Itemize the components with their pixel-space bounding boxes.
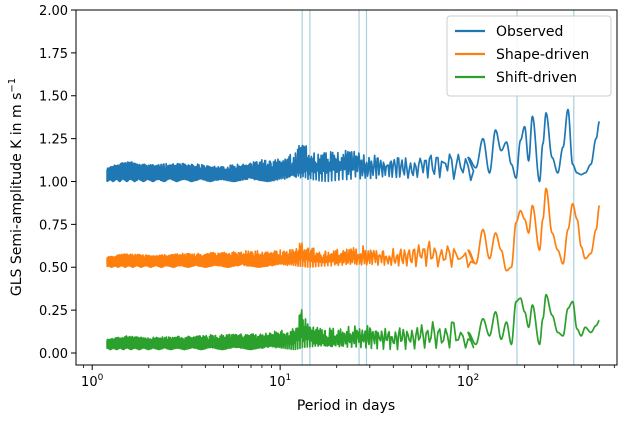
series-line-shape-driven bbox=[106, 187, 601, 272]
x-axis: 100 101 102 bbox=[81, 365, 615, 390]
series-line-shift-driven bbox=[106, 293, 600, 351]
x-axis-label: Period in days bbox=[297, 398, 395, 414]
x-tick-label-0: 100 bbox=[81, 373, 104, 390]
y-tick-label-0: 0.00 bbox=[39, 347, 68, 362]
plot-frame bbox=[75, 9, 618, 366]
y-tick-label-8: 2.00 bbox=[39, 4, 68, 19]
x-tick-label-1: 101 bbox=[269, 373, 291, 390]
legend-label-1: Shape-driven bbox=[496, 47, 589, 63]
series-layer bbox=[106, 108, 601, 351]
y-tick-label-6: 1.50 bbox=[39, 90, 68, 105]
y-tick-label-1: 0.25 bbox=[39, 304, 68, 319]
y-tick-label-4: 1.00 bbox=[39, 175, 68, 190]
y-tick-label-5: 1.25 bbox=[39, 133, 68, 148]
y-tick-label-7: 1.75 bbox=[39, 47, 68, 62]
legend-frame bbox=[446, 15, 612, 97]
legend-label-2: Shift-driven bbox=[496, 70, 577, 86]
y-tick-label-2: 0.50 bbox=[39, 261, 68, 276]
y-axis-label: GLS Semi-amplitude K in m s−1 bbox=[7, 78, 25, 296]
legend-label-0: Observed bbox=[496, 24, 563, 40]
y-axis: 0.00 0.25 0.50 0.75 1.00 1.25 1.50 1.75 2.00 bbox=[39, 4, 76, 362]
x-tick-label-2: 102 bbox=[457, 373, 479, 390]
y-tick-label-3: 0.75 bbox=[39, 218, 68, 233]
y-axis-label-main: GLS Semi-amplitude K in m s bbox=[9, 93, 25, 297]
legend: Observed Shape-driven Shift-driven bbox=[446, 15, 612, 97]
series-line-observed bbox=[106, 108, 601, 183]
y-axis-label-superscript: −1 bbox=[7, 78, 18, 93]
